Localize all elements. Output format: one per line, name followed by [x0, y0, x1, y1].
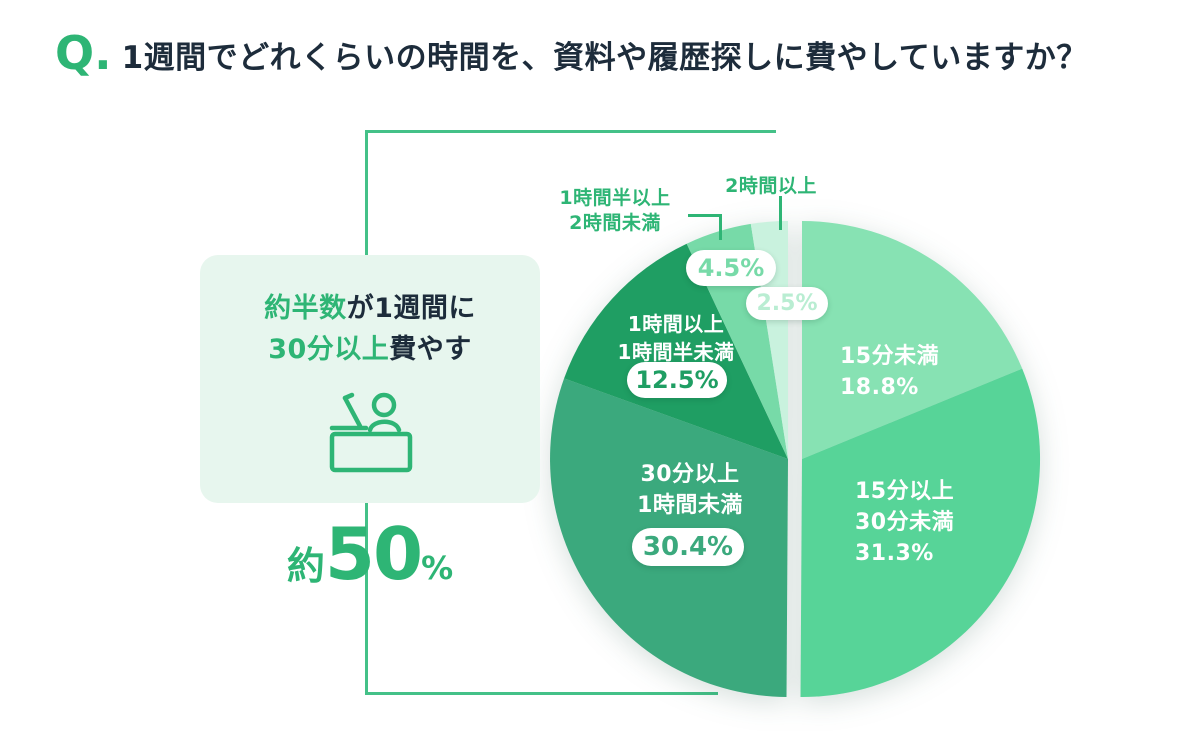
highlight-accent-1: 約半数 [264, 293, 347, 324]
page-title: 1週間でどれくらいの時間を、資料や履歴探しに費やしていますか？ [121, 40, 1088, 76]
slice-label-under-15min: 15分未満 18.8% [840, 342, 939, 404]
callout-connector-90-120min [688, 214, 722, 240]
slice-value-pill-60-90min: 12.5% [627, 362, 727, 398]
slice-label-15-30min: 15分以上 30分未満 31.3% [855, 477, 954, 569]
pie-slice [564, 243, 788, 459]
stat-unit: % [421, 549, 454, 587]
question-title-row: Q. 1週間でどれくらいの時間を、資料や履歴探しに費やしていますか？ [55, 30, 1185, 80]
callout-over-2h-line1: 2時間以上 [725, 175, 817, 197]
highlight-rest-1: が1週間に [346, 293, 476, 324]
callout-over-2h: 2時間以上 [712, 174, 830, 199]
person-at-desk-icon [329, 392, 413, 473]
slice-label-30-60min-line2: 1時間未満 [637, 492, 743, 518]
stat-prefix: 約 [286, 544, 325, 588]
question-prefix: Q. [55, 26, 112, 80]
slice-label-30-60min: 30分以上 1時間未満 [598, 460, 782, 522]
highlight-text: 約半数が1週間に 30分以上費やす [264, 289, 476, 370]
callout-90-120min-line1: 1時間半以上 [559, 187, 671, 209]
highlight-accent-2: 30分以上 [268, 333, 390, 365]
pie-slice [800, 368, 1041, 698]
stat-value: 50 [324, 512, 423, 596]
slice-label-60-90min-line2: 1時間半未満 [617, 340, 735, 364]
highlight-card: 約半数が1週間に 30分以上費やす [200, 255, 540, 503]
callout-90-120min: 1時間半以上 2時間未満 [544, 186, 686, 235]
slice-label-under-15min-text: 15分未満 [840, 344, 940, 369]
callout-connector-over-2h [779, 196, 782, 230]
pie-slice [802, 220, 1023, 459]
slice-label-60-90min-line1: 1時間以上 [627, 312, 725, 336]
slice-label-15-30min-line2: 30分未満 [855, 509, 955, 535]
slice-value-pill-over-2h: 2.5% [746, 287, 828, 320]
highlight-rest-2: 費やす [389, 333, 472, 365]
slice-value-15-30min: 31.3% [855, 540, 934, 566]
slice-value-under-15min: 18.8% [840, 374, 919, 400]
slice-value-pill-30-60min: 30.4% [632, 528, 744, 566]
slice-label-60-90min: 1時間以上 1時間半未満 [584, 310, 768, 366]
slice-value-pill-90-120min: 4.5% [686, 250, 776, 286]
slice-label-15-30min-line1: 15分以上 [855, 479, 955, 504]
stat-about-50-percent: 約50% [200, 512, 540, 596]
bracket-bottom-line [365, 692, 718, 695]
callout-90-120min-line2: 2時間未満 [569, 211, 661, 234]
slice-label-30-60min-line1: 30分以上 [640, 462, 740, 487]
